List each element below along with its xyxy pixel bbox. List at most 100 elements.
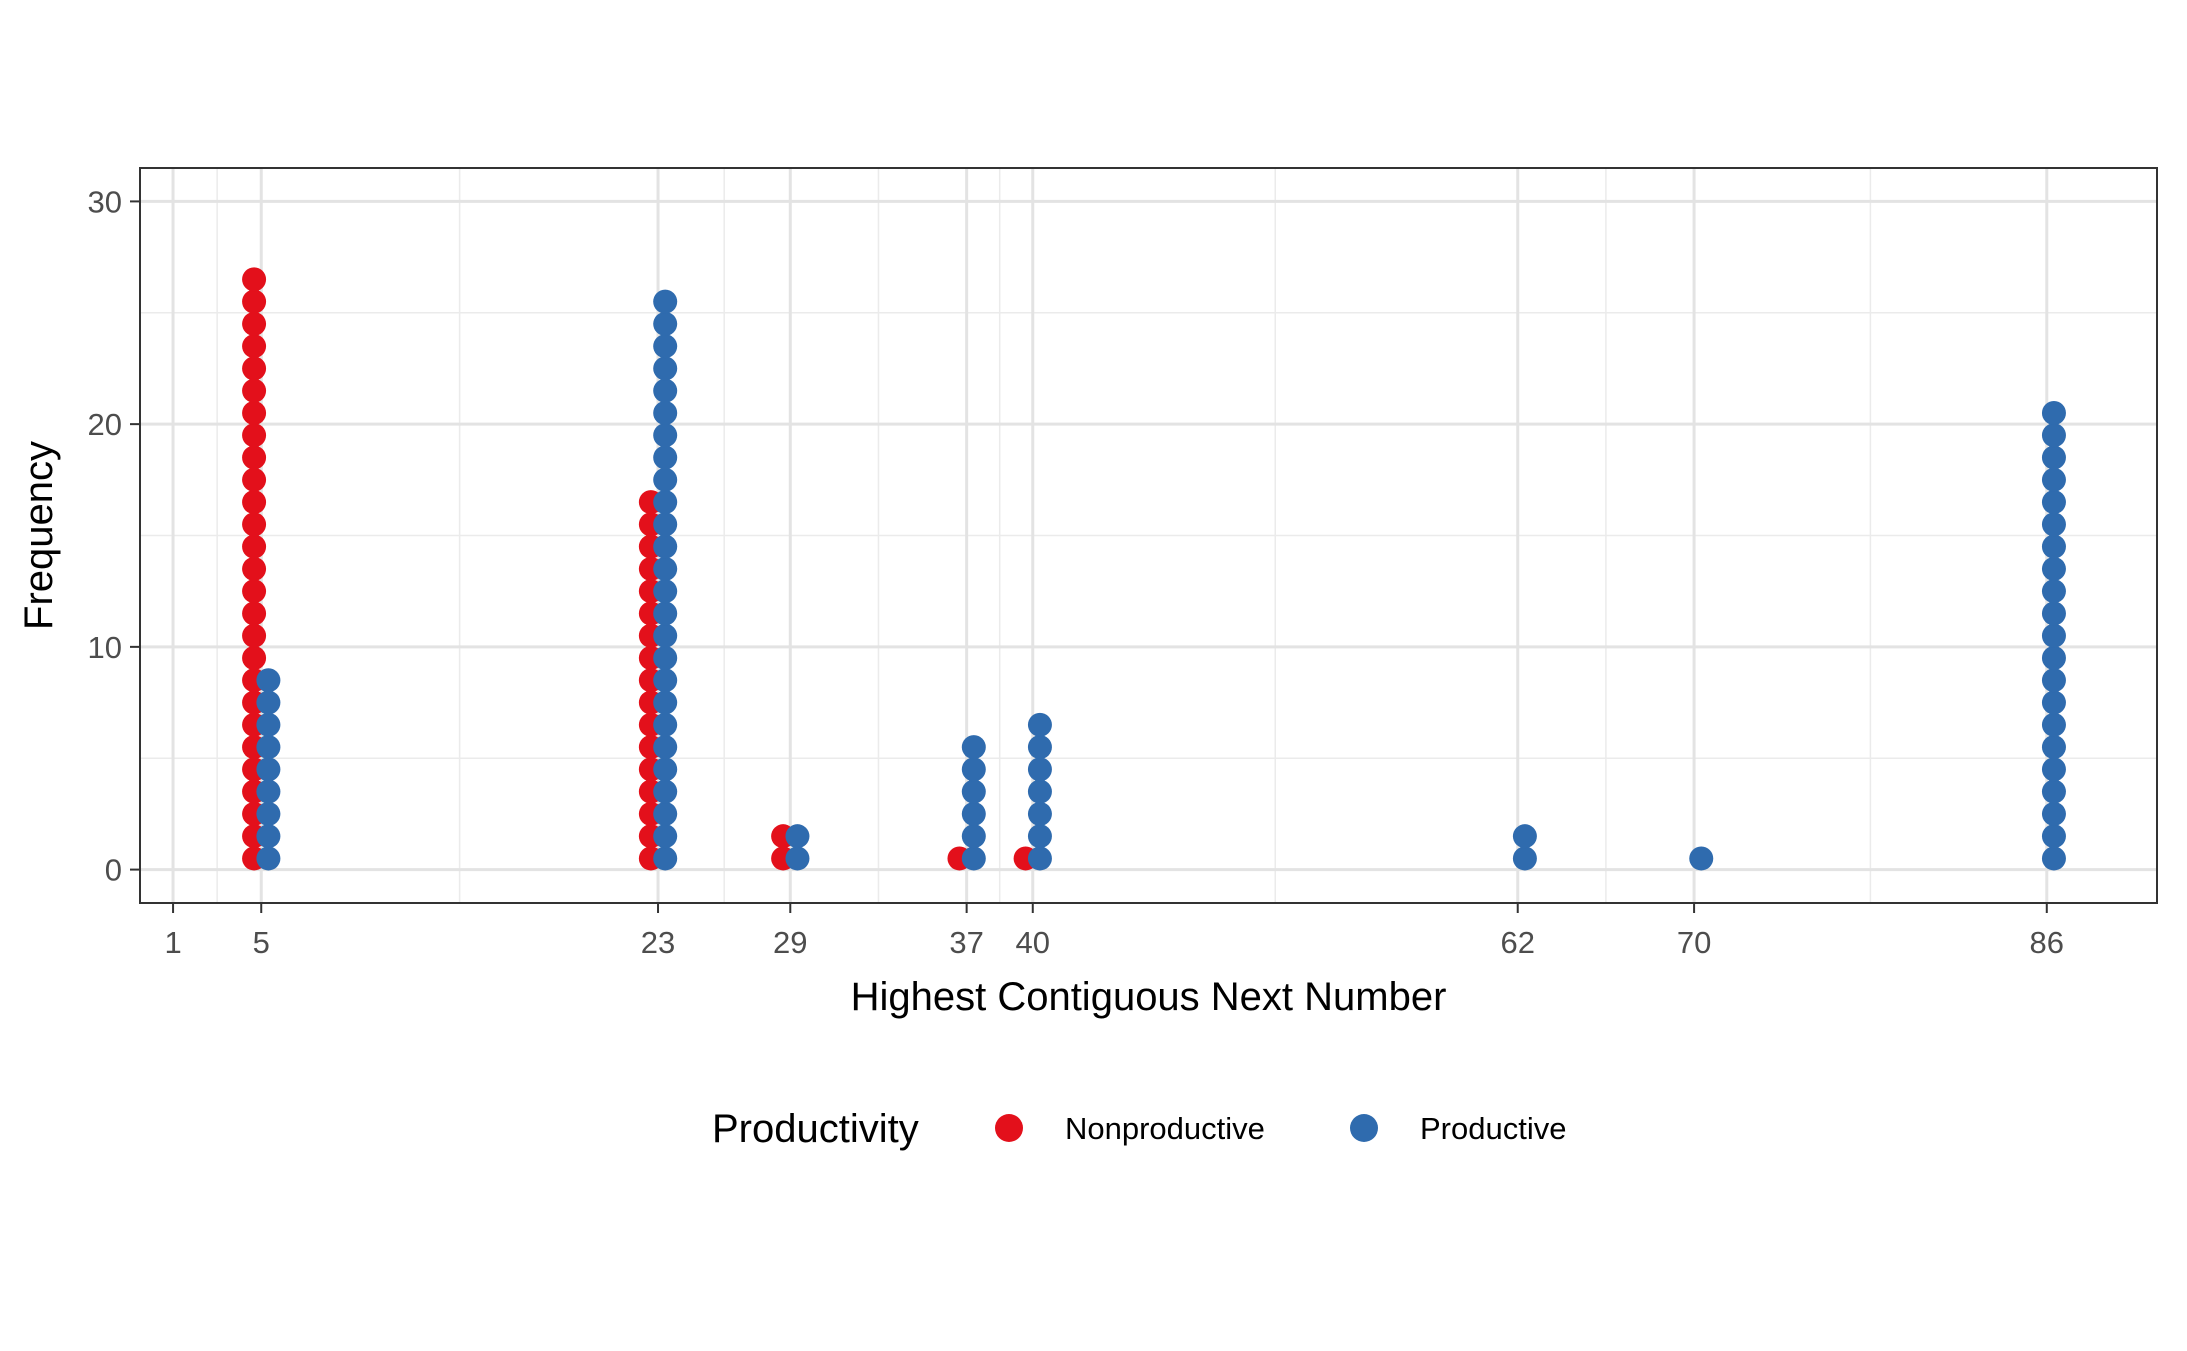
data-point-productive bbox=[2041, 467, 2066, 492]
data-point-productive bbox=[2041, 779, 2066, 804]
data-point-productive bbox=[653, 490, 678, 515]
data-point-productive bbox=[961, 801, 986, 826]
data-point-productive bbox=[1027, 757, 1052, 782]
data-point-productive bbox=[653, 579, 678, 604]
data-point-productive bbox=[653, 378, 678, 403]
data-point-nonproductive bbox=[242, 445, 267, 470]
data-point-productive bbox=[653, 467, 678, 492]
data-point-productive bbox=[653, 334, 678, 359]
data-point-productive bbox=[961, 779, 986, 804]
x-tick-label: 62 bbox=[1500, 925, 1534, 960]
data-point-productive bbox=[653, 356, 678, 381]
data-point-nonproductive bbox=[242, 289, 267, 314]
data-point-productive bbox=[653, 311, 678, 336]
data-point-productive bbox=[653, 601, 678, 626]
data-point-nonproductive bbox=[242, 334, 267, 359]
data-point-productive bbox=[1027, 712, 1052, 737]
y-axis: 0 10 20 30 bbox=[88, 184, 140, 888]
x-tick-label: 1 bbox=[164, 925, 181, 960]
data-point-productive bbox=[256, 735, 281, 760]
data-point-productive bbox=[653, 401, 678, 425]
data-point-productive bbox=[2041, 601, 2066, 626]
data-point-productive bbox=[653, 824, 678, 849]
x-tick-label: 70 bbox=[1677, 925, 1711, 960]
data-point-productive bbox=[256, 712, 281, 737]
data-point-productive bbox=[961, 846, 986, 871]
data-point-productive bbox=[653, 423, 678, 448]
data-point-nonproductive bbox=[242, 601, 267, 626]
data-point-productive bbox=[256, 668, 281, 693]
data-point-nonproductive bbox=[242, 490, 267, 515]
data-point-productive bbox=[1027, 824, 1052, 849]
data-point-productive bbox=[653, 846, 678, 871]
data-point-nonproductive bbox=[242, 579, 267, 604]
data-point-productive bbox=[2041, 512, 2066, 537]
data-point-nonproductive bbox=[242, 356, 267, 381]
x-tick-label: 86 bbox=[2030, 925, 2064, 960]
data-point-nonproductive bbox=[242, 534, 267, 559]
data-point-nonproductive bbox=[242, 378, 267, 403]
data-point-productive bbox=[653, 623, 678, 648]
data-point-productive bbox=[2041, 534, 2066, 559]
data-point-productive bbox=[653, 534, 678, 559]
data-point-productive bbox=[653, 289, 678, 314]
data-point-productive bbox=[2041, 712, 2066, 737]
data-point-productive bbox=[1027, 779, 1052, 804]
data-point-productive bbox=[961, 824, 986, 849]
legend-label-productive: Productive bbox=[1420, 1111, 1566, 1146]
data-point-productive bbox=[653, 668, 678, 693]
data-point-productive bbox=[2041, 445, 2066, 470]
data-point-productive bbox=[2041, 735, 2066, 760]
legend-key-productive bbox=[1350, 1114, 1378, 1142]
y-tick-label: 10 bbox=[88, 630, 122, 665]
minor-gridlines bbox=[140, 168, 2157, 903]
data-point-nonproductive bbox=[242, 623, 267, 648]
data-point-nonproductive bbox=[242, 401, 267, 425]
data-point-productive bbox=[1689, 846, 1714, 871]
data-point-productive bbox=[961, 735, 986, 760]
data-point-productive bbox=[785, 824, 810, 849]
x-tick-label: 37 bbox=[949, 925, 983, 960]
data-point-productive bbox=[653, 690, 678, 715]
data-point-productive bbox=[653, 712, 678, 737]
data-point-productive bbox=[2041, 579, 2066, 604]
y-tick-label: 0 bbox=[105, 853, 122, 888]
data-point-nonproductive bbox=[242, 646, 267, 670]
x-tick-label: 40 bbox=[1016, 925, 1050, 960]
data-point-productive bbox=[2041, 556, 2066, 581]
data-point-productive bbox=[256, 779, 281, 804]
y-tick-label: 20 bbox=[88, 407, 122, 442]
x-axis-title: Highest Contiguous Next Number bbox=[851, 975, 1447, 1019]
data-point-productive bbox=[961, 757, 986, 782]
data-point-nonproductive bbox=[242, 423, 267, 448]
data-point-productive bbox=[256, 757, 281, 782]
data-point-nonproductive bbox=[242, 556, 267, 581]
data-point-nonproductive bbox=[242, 467, 267, 492]
data-point-productive bbox=[2041, 401, 2066, 425]
x-tick-label: 5 bbox=[253, 925, 270, 960]
data-point-productive bbox=[2041, 646, 2066, 670]
y-tick-label: 30 bbox=[88, 184, 122, 219]
legend-title: Productivity bbox=[712, 1107, 919, 1151]
data-point-productive bbox=[256, 801, 281, 826]
data-point-productive bbox=[653, 512, 678, 537]
y-axis-title: Frequency bbox=[17, 441, 61, 630]
data-point-nonproductive bbox=[242, 512, 267, 537]
data-point-productive bbox=[785, 846, 810, 871]
data-point-productive bbox=[2041, 623, 2066, 648]
x-tick-label: 23 bbox=[641, 925, 675, 960]
data-point-productive bbox=[653, 779, 678, 804]
data-point-productive bbox=[2041, 801, 2066, 826]
data-point-productive bbox=[1027, 801, 1052, 826]
data-point-productive bbox=[653, 757, 678, 782]
data-point-productive bbox=[2041, 757, 2066, 782]
x-tick-label: 29 bbox=[773, 925, 807, 960]
data-point-nonproductive bbox=[242, 267, 267, 292]
data-point-productive bbox=[2041, 668, 2066, 693]
data-point-productive bbox=[653, 735, 678, 760]
data-point-productive bbox=[1512, 824, 1537, 849]
data-point-productive bbox=[2041, 824, 2066, 849]
data-point-productive bbox=[256, 824, 281, 849]
